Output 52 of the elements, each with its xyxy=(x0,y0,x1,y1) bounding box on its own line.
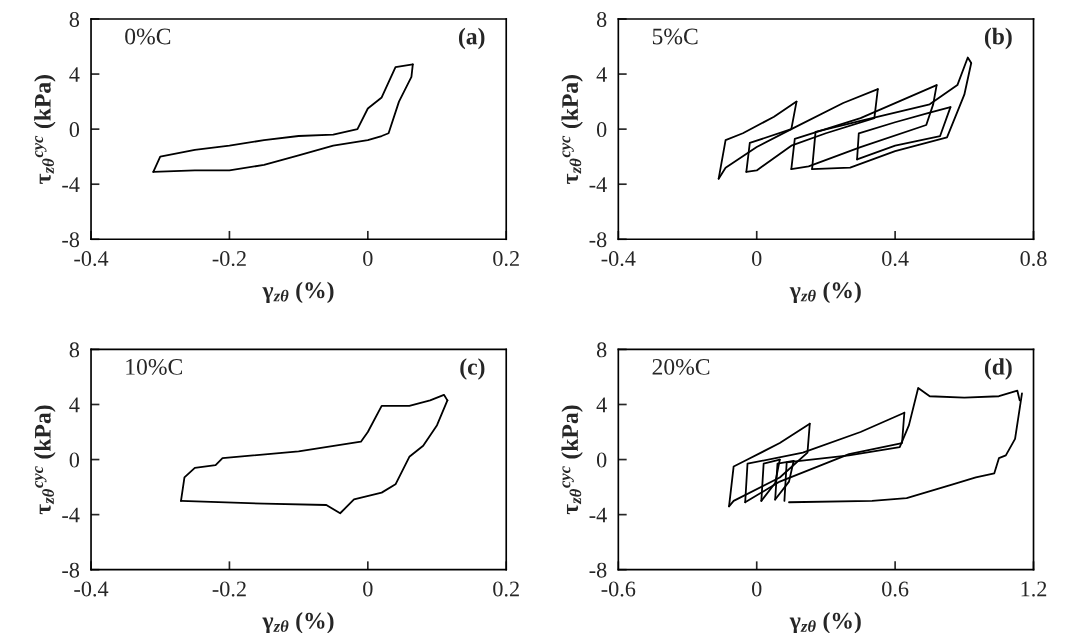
x-tick-label: -0.2 xyxy=(212,251,246,267)
y-axis-title: τ$_{zθ}$$^{cyc}$ (kPa) xyxy=(561,75,583,184)
x-tick-label: -0.4 xyxy=(601,251,636,267)
y-tick-label: 4 xyxy=(596,397,607,413)
x-axis-title: γ$_{zθ}$ (%) xyxy=(789,612,861,633)
y-tick-label: -8 xyxy=(62,562,80,578)
y-tick-label: -4 xyxy=(62,507,80,523)
y-tick-label: 8 xyxy=(69,11,80,27)
x-tick-label: 0.2 xyxy=(493,251,519,267)
y-tick-label: 8 xyxy=(596,342,607,358)
annotation: (a) xyxy=(458,27,485,50)
y-tick-label: 8 xyxy=(596,11,607,27)
x-tick-label: 0.2 xyxy=(493,581,519,597)
x-tick-label: 0 xyxy=(752,581,762,597)
y-tick-label: 4 xyxy=(69,397,80,413)
x-tick-label: 0.4 xyxy=(882,251,909,267)
x-tick-label: 0 xyxy=(752,251,762,267)
annotation: 10%C xyxy=(126,358,182,375)
y-tick-label: 4 xyxy=(69,67,80,82)
x-tick-label: 0 xyxy=(363,251,373,267)
x-axis-title: γ$_{zθ}$ (%) xyxy=(262,612,334,633)
x-tick-label: -0.4 xyxy=(74,251,109,267)
y-tick-label: 0 xyxy=(596,452,607,468)
annotation: 5%C xyxy=(652,28,698,45)
y-tick-label: -8 xyxy=(62,232,80,248)
x-tick-label: 0.8 xyxy=(1020,251,1047,267)
x-tick-label: -0.2 xyxy=(212,581,246,597)
y-tick-label: -4 xyxy=(589,507,607,523)
y-tick-label: 0 xyxy=(69,122,80,138)
y-tick-label: 0 xyxy=(69,452,80,468)
x-tick-label: -0.6 xyxy=(601,581,636,597)
x-axis-title: γ$_{zθ}$ (%) xyxy=(789,281,861,304)
y-tick-label: -8 xyxy=(589,562,607,578)
y-tick-label: 4 xyxy=(596,67,607,82)
y-axis-title: τ$_{zθ}$$^{cyc}$ (kPa) xyxy=(34,405,56,515)
x-tick-label: 0 xyxy=(363,581,373,597)
y-tick-label: 8 xyxy=(69,342,80,358)
y-axis-title: τ$_{zθ}$$^{cyc}$ (kPa) xyxy=(34,75,56,184)
y-tick-label: -4 xyxy=(62,177,80,192)
annotation: (d) xyxy=(984,358,1012,380)
y-tick-label: 0 xyxy=(596,122,607,138)
y-axis-title: τ$_{zθ}$$^{cyc}$ (kPa) xyxy=(561,405,583,515)
annotation: 0%C xyxy=(125,28,171,45)
annotation: (b) xyxy=(984,27,1012,50)
y-tick-label: -8 xyxy=(589,232,607,248)
annotation: 20%C xyxy=(652,358,710,375)
x-tick-label: 1.2 xyxy=(1021,581,1047,597)
x-tick-label: -0.4 xyxy=(74,581,109,597)
x-tick-label: 0.6 xyxy=(882,581,909,597)
x-axis-title: γ$_{zθ}$ (%) xyxy=(262,281,334,304)
y-tick-label: -4 xyxy=(589,177,607,192)
annotation: (c) xyxy=(460,358,485,380)
